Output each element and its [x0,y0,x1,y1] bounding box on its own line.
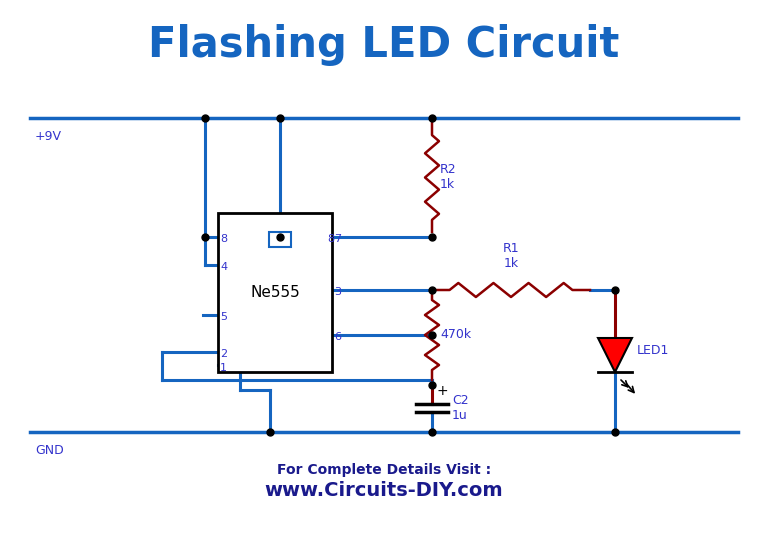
Text: R2
1k: R2 1k [440,163,457,191]
Text: 8: 8 [327,234,334,244]
Bar [269,232,291,247]
Text: 4: 4 [220,262,227,272]
Text: +9V: +9V [35,130,62,143]
Bar [218,213,332,372]
Text: 1: 1 [220,363,227,373]
Text: For Complete Details Visit :: For Complete Details Visit : [277,463,491,477]
Text: 6: 6 [334,332,341,342]
Text: Flashing LED Circuit: Flashing LED Circuit [148,24,620,66]
Text: 5: 5 [220,312,227,322]
Text: www.Circuits-DIY.com: www.Circuits-DIY.com [265,480,503,500]
Text: R1
1k: R1 1k [503,242,519,270]
Text: Ne555: Ne555 [250,285,300,300]
Text: C2
1u: C2 1u [452,394,468,422]
Text: 2: 2 [220,349,227,359]
Text: LED1: LED1 [637,343,670,356]
Text: GND: GND [35,444,64,457]
Text: 3: 3 [334,287,341,297]
Text: 470k: 470k [440,328,471,341]
Polygon shape [598,338,632,372]
Text: 7: 7 [334,234,341,244]
Text: +: + [436,384,448,398]
Text: 8: 8 [220,234,227,244]
